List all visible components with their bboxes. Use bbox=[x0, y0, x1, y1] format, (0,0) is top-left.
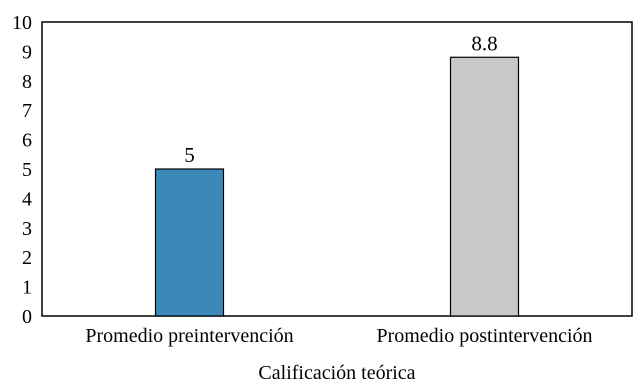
y-tick-label: 4 bbox=[22, 188, 32, 210]
y-tick-label: 0 bbox=[22, 306, 32, 328]
y-axis: 0 1 2 3 4 5 6 7 8 9 10 bbox=[12, 12, 32, 328]
y-tick-label: 6 bbox=[22, 130, 32, 152]
data-label-2: 8.8 bbox=[471, 31, 497, 55]
x-category-label: Promedio postintervención bbox=[376, 325, 592, 347]
y-tick-label: 9 bbox=[22, 41, 32, 63]
y-tick-label: 7 bbox=[22, 100, 32, 122]
x-axis-labels: Promedio preintervención Promedio postint… bbox=[85, 325, 592, 347]
plot-area-frame bbox=[41, 21, 633, 317]
y-tick-label: 1 bbox=[22, 277, 32, 299]
y-tick-label: 3 bbox=[22, 218, 32, 240]
bars-group bbox=[154, 56, 520, 317]
bar-2 bbox=[449, 56, 520, 317]
bar-1 bbox=[154, 168, 225, 317]
data-labels-group: 58.8 bbox=[184, 31, 497, 167]
x-axis-title: Calificación teórica bbox=[258, 362, 415, 384]
data-label-1: 5 bbox=[184, 143, 195, 167]
y-tick-label: 10 bbox=[12, 12, 32, 34]
y-tick-label: 2 bbox=[22, 247, 32, 269]
y-tick-label: 8 bbox=[22, 71, 32, 93]
x-category-label: Promedio preintervención bbox=[85, 325, 293, 347]
y-tick-label: 5 bbox=[22, 159, 32, 181]
